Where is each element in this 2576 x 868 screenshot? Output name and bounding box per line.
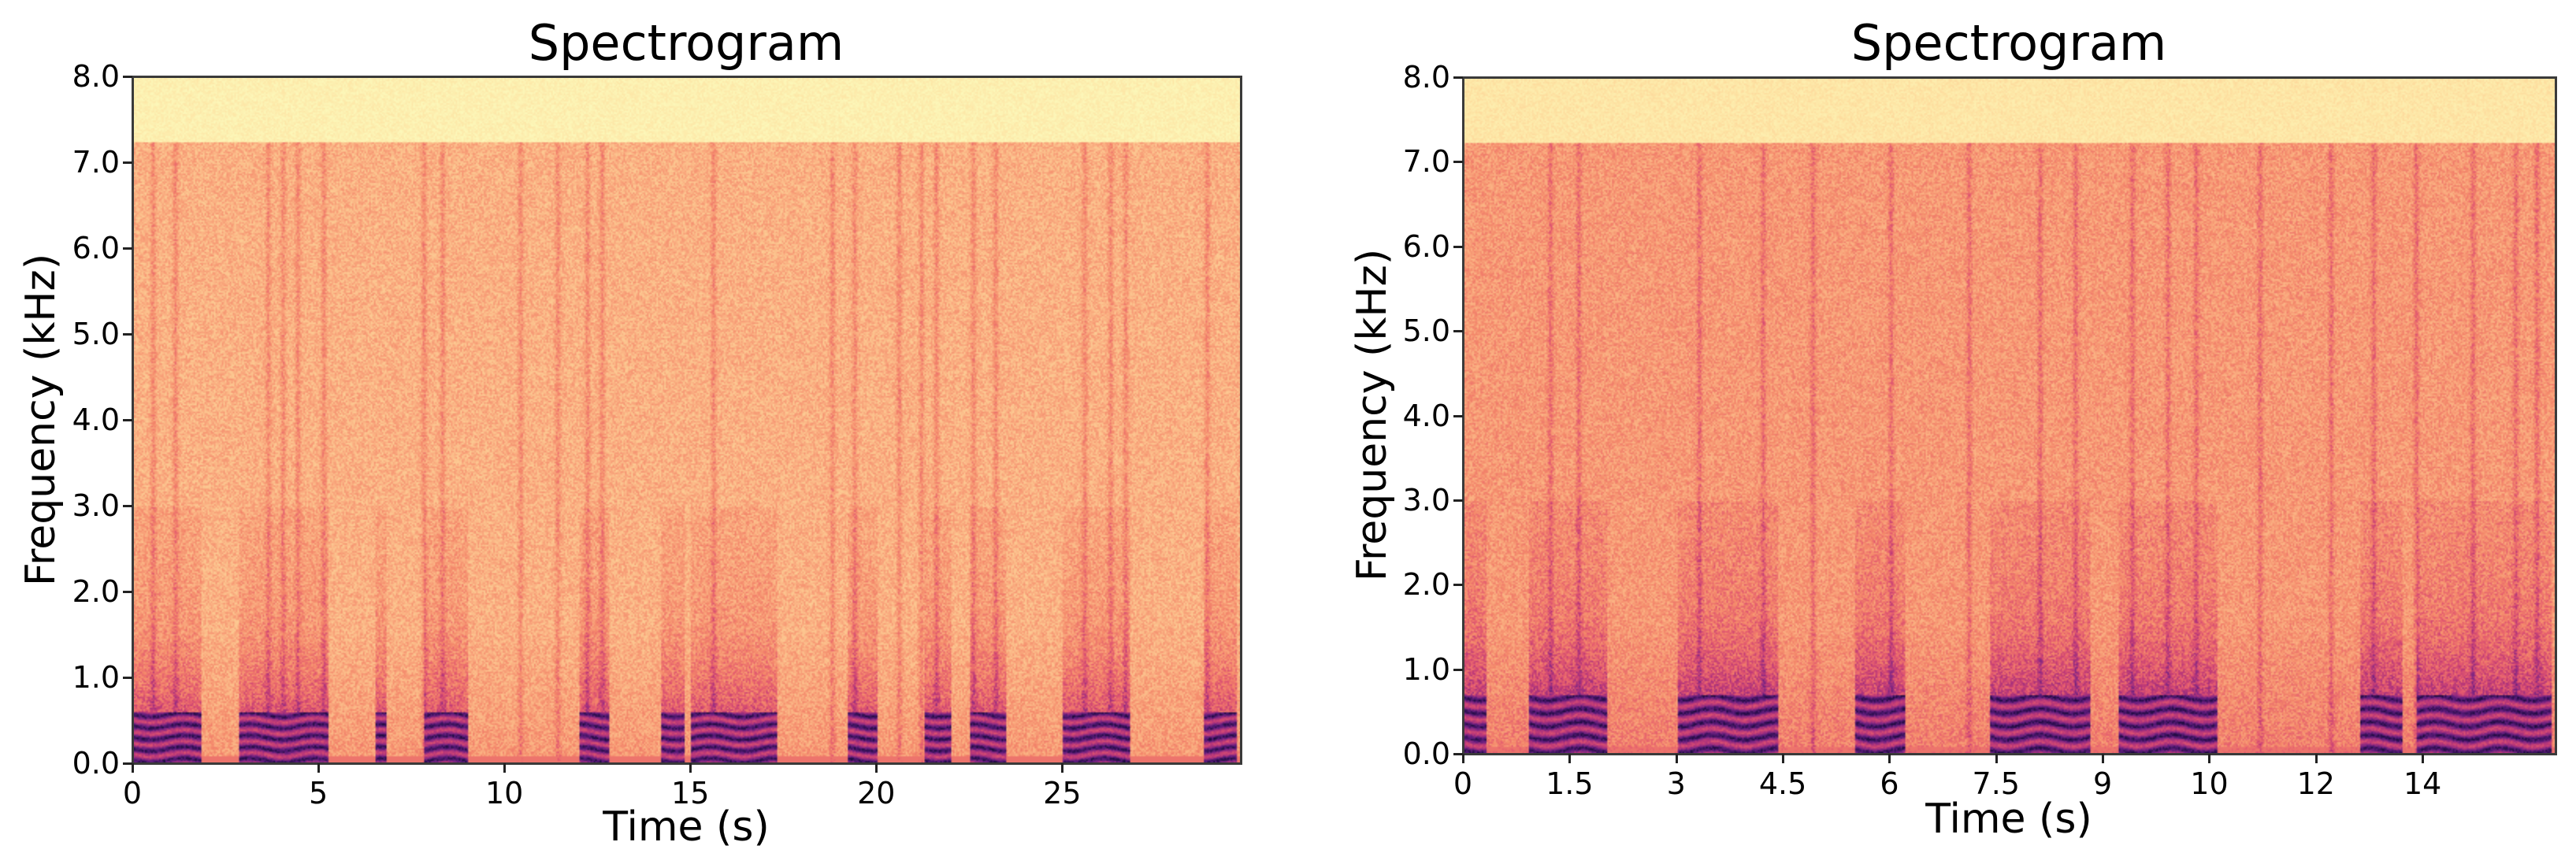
x-tick-label: 7.5 [1972,766,2020,801]
x-tick-mark [2102,754,2105,763]
spectrogram-image-left [134,78,1240,762]
y-tick-label: 2.0 [72,574,120,609]
chart-title-right: Spectrogram [1850,14,2167,72]
y-tick-mark [1453,668,1463,671]
y-tick-mark [123,677,132,679]
y-tick-mark [1453,76,1463,79]
y-tick-mark [1453,245,1463,248]
y-tick-label: 6.0 [72,231,120,265]
y-tick-label: 3.0 [72,488,120,523]
x-tick-label: 9 [2093,766,2113,801]
x-tick-label: 5 [308,776,328,811]
x-tick-label: 10 [2190,766,2229,801]
x-tick-label: 0 [1453,766,1473,801]
y-tick-label: 5.0 [1402,313,1450,349]
spectrogram-plot-left [132,76,1242,765]
y-tick-label: 4.0 [1402,398,1450,433]
spectrogram-image-right [1464,79,2555,753]
x-tick-mark [1061,763,1064,773]
x-tick-mark [2314,754,2318,763]
y-tick-label: 2.0 [1402,567,1450,603]
y-tick-label: 5.0 [72,317,120,351]
x-tick-label: 15 [671,776,710,811]
y-tick-mark [1453,414,1463,417]
y-tick-mark [123,762,132,765]
y-tick-label: 8.0 [1402,60,1450,95]
x-tick-mark [2208,754,2211,763]
y-tick-mark [123,505,132,507]
x-tick-mark [2422,754,2425,763]
y-tick-label: 0.0 [72,746,120,781]
x-tick-mark [317,763,321,773]
x-tick-mark [1462,754,1464,763]
y-tick-label: 8.0 [72,59,120,94]
x-tick-label: 20 [857,776,896,811]
chart-title-left: Spectrogram [528,14,844,72]
y-axis-label-right: Frequency (kHz) [1349,248,1396,582]
y-tick-label: 6.0 [1402,228,1450,264]
y-axis-label-left: Frequency (kHz) [17,253,65,587]
x-tick-mark [1568,754,1572,763]
y-tick-label: 1.0 [1402,651,1450,687]
y-tick-mark [123,333,132,336]
x-tick-label: 14 [2403,766,2442,801]
x-tick-mark [132,763,134,773]
y-tick-label: 7.0 [72,145,120,180]
x-tick-mark [1782,754,1785,763]
x-tick-label: 10 [484,776,524,811]
y-tick-mark [1453,161,1463,164]
y-tick-mark [123,161,132,164]
x-tick-label: 1.5 [1546,766,1594,801]
x-tick-mark [1888,754,1891,763]
y-tick-label: 4.0 [72,402,120,437]
spectrogram-plot-right [1462,76,2557,755]
x-tick-label: 3 [1666,766,1686,801]
y-tick-mark [1453,499,1463,502]
y-tick-mark [123,591,132,593]
y-tick-mark [123,76,132,78]
x-axis-label-left: Time (s) [603,803,770,851]
x-tick-mark [1675,754,1678,763]
x-tick-label: 25 [1043,776,1082,811]
y-tick-mark [1453,753,1463,755]
y-tick-mark [1453,330,1463,333]
y-tick-label: 7.0 [1402,144,1450,180]
x-tick-mark [689,763,692,773]
x-tick-mark [1995,754,1998,763]
x-axis-label-right: Time (s) [1925,796,2092,843]
y-tick-label: 0.0 [1402,736,1450,771]
x-tick-label: 12 [2296,766,2335,801]
y-tick-mark [123,247,132,250]
y-tick-label: 1.0 [72,660,120,695]
x-tick-label: 0 [122,776,143,811]
x-tick-label: 6 [1880,766,1899,801]
y-tick-mark [1453,584,1463,587]
x-tick-mark [503,763,507,773]
y-tick-label: 3.0 [1402,482,1450,517]
x-tick-mark [875,763,878,773]
x-tick-label: 4.5 [1758,766,1807,801]
y-tick-mark [123,419,132,421]
